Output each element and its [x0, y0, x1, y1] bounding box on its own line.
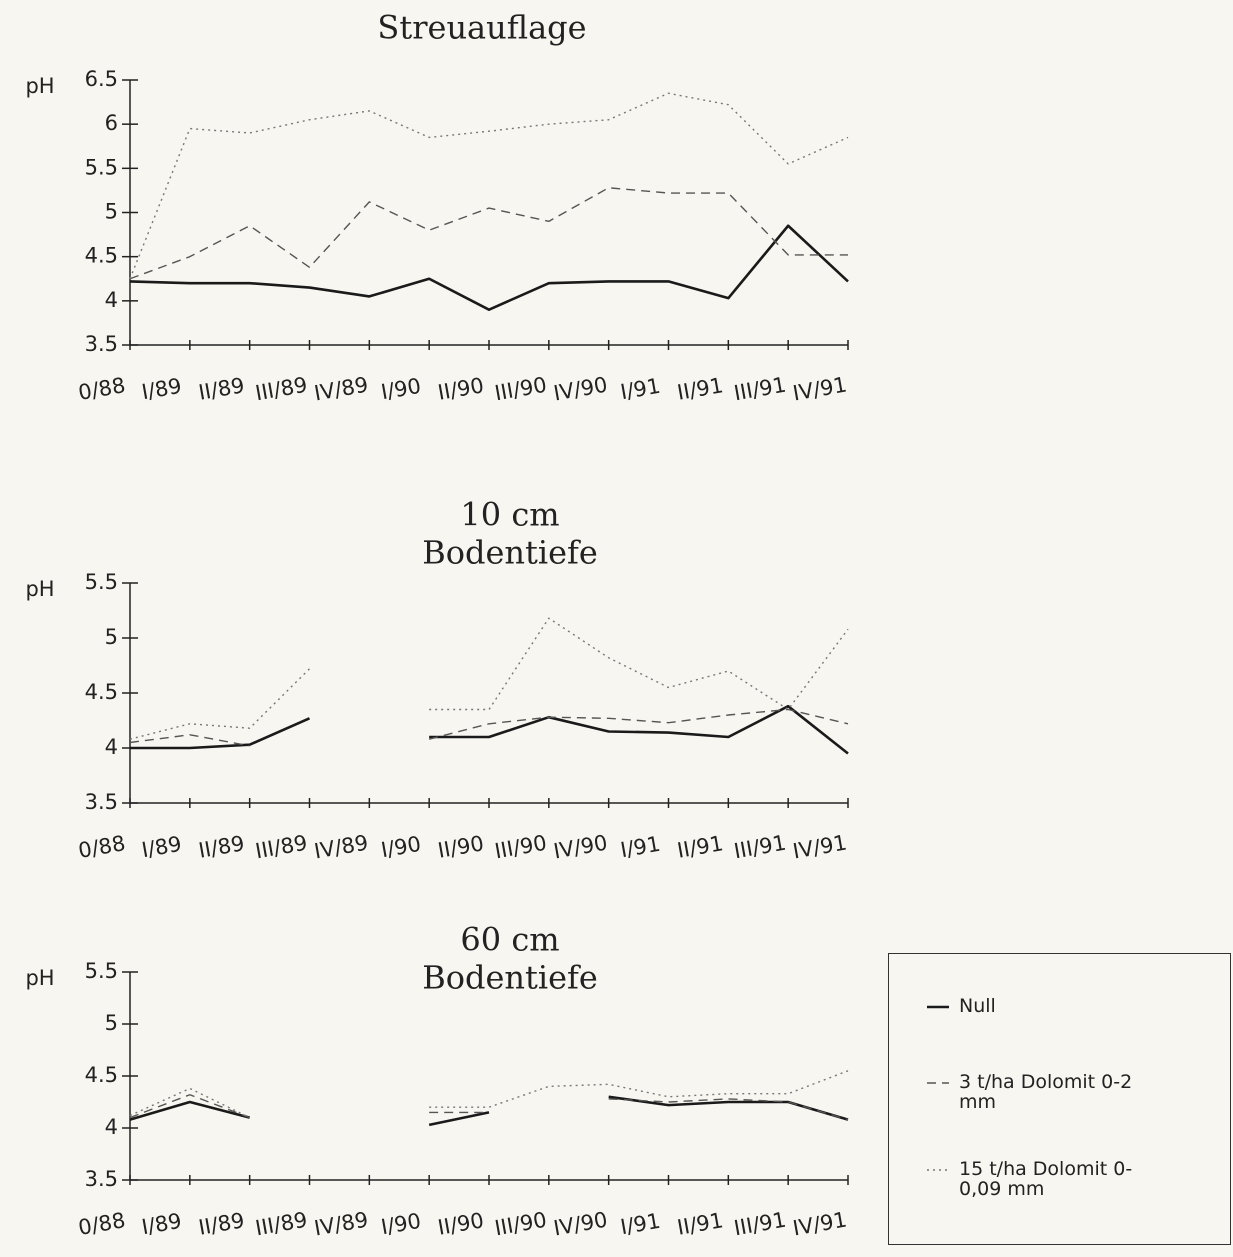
y-tick-label: 4: [105, 735, 118, 759]
x-tick-label: I/91: [619, 1209, 663, 1240]
y-tick-label: 5: [105, 200, 118, 224]
x-tick-label: 0/88: [77, 373, 128, 405]
chart-title: Streuauflage: [377, 9, 586, 47]
x-tick-label: III/89: [253, 1208, 309, 1241]
legend-label: 3 t/ha Dolomit 0-2 mm: [959, 1071, 1133, 1113]
chart-title: Bodentiefe: [422, 959, 598, 997]
y-tick-label: 4: [105, 288, 118, 312]
x-tick-label: II/90: [436, 373, 486, 405]
x-tick-label: II/89: [197, 373, 247, 405]
y-tick-label: 3.5: [85, 332, 118, 356]
x-tick-label: IV/91: [791, 830, 849, 863]
x-tick-label: III/89: [253, 373, 309, 406]
chart-title: 10 cm: [460, 496, 559, 534]
x-tick-label: I/90: [379, 1209, 423, 1240]
y-tick-label: 4.5: [85, 244, 118, 268]
legend-item: Null: [927, 995, 1169, 1017]
x-tick-label: I/91: [619, 832, 663, 863]
x-tick-label: II/91: [675, 373, 725, 405]
x-tick-label: IV/90: [552, 372, 610, 405]
data-line: [129, 708, 849, 747]
data-line: [130, 704, 849, 755]
legend-label: Null: [959, 995, 996, 1017]
x-tick-label: III/89: [253, 831, 309, 864]
legend: Null 3 t/ha Dolomit 0-2 mm 15 t/ha Dolomit…: [888, 953, 1231, 1245]
x-tick-label: IV/90: [552, 1207, 610, 1240]
x-tick-label: I/90: [379, 374, 423, 405]
x-tick-label: I/89: [140, 374, 184, 405]
y-tick-label: 3.5: [85, 1167, 118, 1191]
y-tick-label: 5: [105, 625, 118, 649]
x-tick-label: II/90: [436, 1208, 486, 1240]
x-tick-label: II/91: [675, 1208, 725, 1240]
y-tick-label: 4.5: [85, 680, 118, 704]
y-tick-label: 3.5: [85, 790, 118, 814]
x-tick-label: I/90: [379, 832, 423, 863]
x-tick-label: IV/89: [312, 372, 370, 405]
legend-swatch: [927, 1082, 949, 1084]
data-line: [129, 1095, 849, 1127]
chart-title: Bodentiefe: [422, 534, 598, 572]
x-tick-label: IV/90: [552, 830, 610, 863]
y-tick-label: 4.5: [85, 1063, 118, 1087]
x-tick-label: II/89: [197, 831, 247, 863]
x-tick-label: III/91: [732, 1208, 788, 1241]
data-line: [129, 224, 849, 311]
x-tick-label: 0/88: [77, 1208, 128, 1240]
x-tick-label: III/90: [493, 373, 549, 406]
y-tick-label: 4: [105, 1115, 118, 1139]
y-tick-label: 5: [105, 1011, 118, 1035]
x-tick-label: I/89: [140, 1209, 184, 1240]
x-tick-label: IV/89: [312, 1207, 370, 1240]
x-tick-label: IV/91: [791, 372, 849, 405]
y-tick-label: 5.5: [85, 155, 118, 179]
x-tick-label: III/90: [493, 831, 549, 864]
x-tick-label: III/90: [493, 1208, 549, 1241]
chart-title: 60 cm: [460, 921, 559, 959]
x-tick-label: IV/91: [791, 1207, 849, 1240]
x-tick-label: III/91: [732, 373, 788, 406]
x-tick-label: I/91: [619, 374, 663, 405]
y-axis-label: pH: [25, 966, 54, 990]
data-line: [129, 1094, 849, 1121]
x-tick-label: II/89: [197, 1208, 247, 1240]
y-axis-label: pH: [25, 577, 54, 601]
y-tick-label: 6.5: [85, 67, 118, 91]
legend-item: 15 t/ha Dolomit 0-0,09 mm: [927, 1158, 1169, 1200]
x-tick-label: IV/89: [312, 830, 370, 863]
legend-label: 15 t/ha Dolomit 0-0,09 mm: [959, 1158, 1133, 1200]
y-tick-label: 5.5: [85, 959, 118, 983]
data-line: [129, 1070, 849, 1119]
data-line: [129, 92, 849, 280]
x-tick-label: III/91: [732, 831, 788, 864]
x-tick-label: II/90: [436, 831, 486, 863]
x-tick-label: II/91: [675, 831, 725, 863]
x-tick-label: I/89: [140, 832, 184, 863]
data-line: [129, 617, 849, 740]
y-tick-label: 5.5: [85, 570, 118, 594]
y-axis-label: pH: [25, 74, 54, 98]
data-line: [129, 187, 848, 280]
y-tick-label: 6: [105, 111, 118, 135]
x-tick-label: 0/88: [77, 831, 128, 863]
legend-swatch: [927, 1169, 949, 1171]
legend-item: 3 t/ha Dolomit 0-2 mm: [927, 1071, 1169, 1113]
legend-swatch: [927, 1005, 949, 1009]
